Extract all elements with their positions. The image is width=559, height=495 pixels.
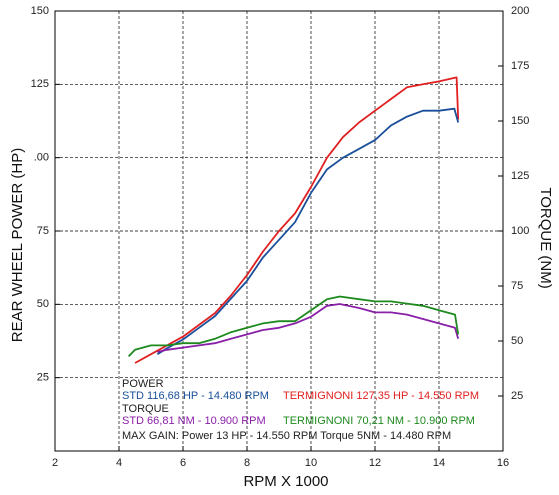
legend-entry: STD 66,81 NM - 10.900 RPM bbox=[122, 415, 266, 427]
legend-heading: POWER bbox=[122, 378, 164, 390]
series-line bbox=[127, 295, 460, 358]
y-tick-label: 75 bbox=[37, 225, 49, 237]
y2-tick-label: 100 bbox=[511, 225, 529, 237]
y-tick-label: 125 bbox=[31, 78, 49, 90]
x-tick-label: 8 bbox=[244, 457, 250, 469]
legend-heading: TORQUE bbox=[122, 403, 169, 415]
x-tick-label: 2 bbox=[52, 457, 58, 469]
x-tick-label: 6 bbox=[180, 457, 186, 469]
legend-entry: TERMIGNONI 127,35 HP - 14.550 RPM bbox=[283, 390, 479, 402]
legend: POWER STD 116,68 HP - 14.480 RPM TERMIGN… bbox=[122, 378, 479, 442]
y2-tick-label: 50 bbox=[511, 335, 523, 347]
y2-tick-label: 75 bbox=[511, 280, 523, 292]
y2-tick-label: 150 bbox=[511, 115, 529, 127]
y-tick-label: 25 bbox=[37, 372, 49, 384]
x-tick-label: 10 bbox=[305, 457, 317, 469]
y-tick-label: 50 bbox=[37, 298, 49, 310]
y2-tick-label: 175 bbox=[511, 60, 529, 72]
y2-tick-label: 25 bbox=[511, 390, 523, 402]
series-line bbox=[157, 303, 460, 353]
legend-entry: STD 116,68 HP - 14.480 RPM bbox=[122, 390, 269, 402]
x-tick-label: 12 bbox=[369, 457, 381, 469]
series-line bbox=[134, 76, 460, 364]
x-tick-label: 4 bbox=[116, 457, 122, 469]
legend-entry: TERMIGNONI 70,21 NM - 10.900 RPM bbox=[283, 415, 475, 427]
y2-axis-title: TORQUE (NM) bbox=[537, 187, 554, 288]
y-axis-title: REAR WHEEL POWER (HP) bbox=[9, 148, 26, 342]
x-axis-title: RPM X 1000 bbox=[243, 473, 328, 490]
y-tick-label: .00 bbox=[34, 152, 49, 164]
x-tick-label: 14 bbox=[433, 457, 445, 469]
x-tick-label: 16 bbox=[497, 457, 509, 469]
y2-tick-label: 125 bbox=[511, 170, 529, 182]
legend-note: MAX GAIN: Power 13 HP - 14.550 RPM Torqu… bbox=[122, 430, 451, 442]
y-tick-label: 150 bbox=[31, 5, 49, 17]
y2-tick-label: 200 bbox=[511, 5, 529, 17]
series-line bbox=[156, 107, 460, 355]
